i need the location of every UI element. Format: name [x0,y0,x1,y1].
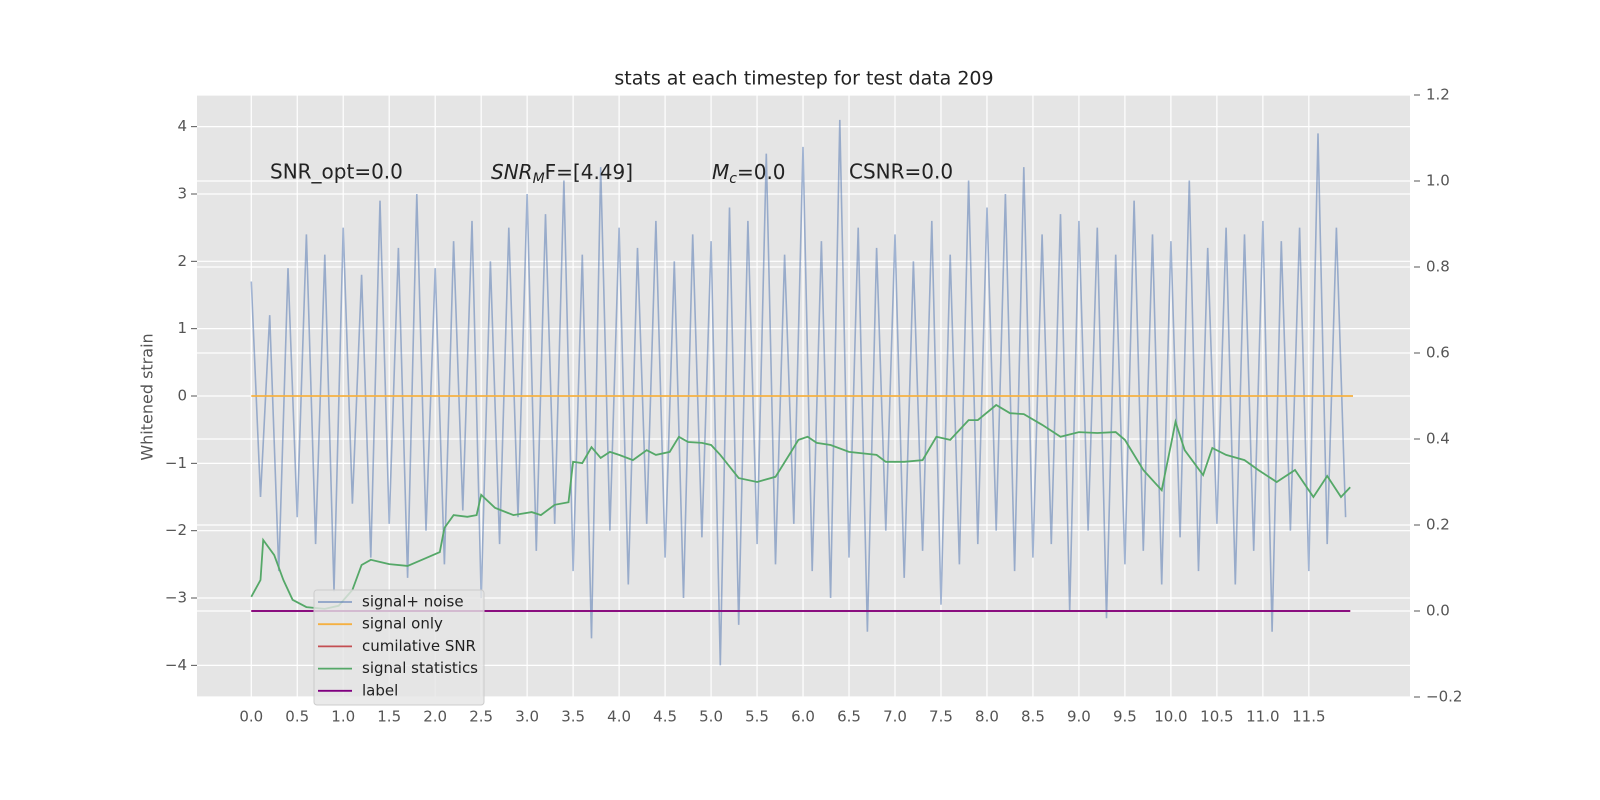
legend-box [313,589,485,706]
x-tick-label: 6.0 [791,708,815,726]
x-tick-label: 8.0 [975,708,999,726]
y2-tick-label: 0.8 [1426,258,1450,276]
legend-label: cumilative SNR [362,637,476,655]
y2-tick-label: −0.2 [1426,688,1462,706]
x-tick-label: 2.0 [423,708,447,726]
y2-tick-label: 1.0 [1426,172,1450,190]
annotation-part: SNR [491,160,533,184]
x-tick-label: 11.5 [1292,708,1325,726]
x-tick-label: 9.0 [1067,708,1091,726]
series-line [250,403,1351,610]
x-tick-label: 4.5 [653,708,677,726]
annotation: SNRMF=[4.49] [491,160,633,188]
y-tick-label: 1 [177,319,187,337]
x-tick-label: 7.0 [883,708,907,726]
legend-label: signal+ noise [362,593,464,611]
x-tick-label: 5.0 [699,708,723,726]
annotation-part: =0.0 [737,160,786,184]
x-tick-label: 3.5 [561,708,585,726]
x-tick-label: 10.5 [1200,708,1233,726]
series-line [250,119,1347,666]
y2-tick-label: 0.4 [1426,430,1450,448]
y2-tick-label: 0.6 [1426,344,1450,362]
x-tick-label: 1.0 [331,708,355,726]
annotation-part: M [533,171,545,187]
annotation-part: M [712,160,729,184]
x-tick-label: 3.0 [515,708,539,726]
x-tick-label: 7.5 [929,708,953,726]
x-tick-label: 8.5 [1021,708,1045,726]
y-tick-label: 3 [177,184,187,202]
y-tick-label: 0 [177,387,187,405]
legend-label: signal only [362,615,443,633]
x-tick-label: 2.5 [469,708,493,726]
legend-label: label [362,681,398,699]
x-tick-label: 1.5 [377,708,401,726]
x-tick-label: 10.0 [1154,708,1187,726]
x-tick-label: 0.0 [239,708,263,726]
annotation: Mc=0.0 [712,160,786,188]
y-tick-label: 4 [177,117,187,135]
x-tick-label: 0.5 [285,708,309,726]
y2-tick-label: 0.2 [1426,516,1450,534]
y-tick-label: −4 [165,656,187,674]
y-axis-label: Whitened strain [138,333,157,460]
annotation: SNR_opt=0.0 [270,160,403,184]
y2-tick-label: 0.0 [1426,602,1450,620]
legend-label: signal statistics [362,659,478,677]
y-tick-label: 2 [177,252,187,270]
y-tick-label: −3 [165,589,187,607]
x-tick-label: 6.5 [837,708,861,726]
x-tick-label: 11.0 [1246,708,1279,726]
y2-tick-label: 1.2 [1426,86,1450,104]
x-tick-label: 4.0 [607,708,631,726]
x-tick-label: 9.5 [1113,708,1137,726]
annotation-part: c [729,171,737,187]
y-tick-label: −1 [165,454,187,472]
annotation-part: F=[4.49] [545,160,633,184]
y-tick-label: −2 [165,521,187,539]
chart-title: stats at each timestep for test data 209 [614,68,993,90]
annotation: CSNR=0.0 [849,160,953,184]
x-tick-label: 5.5 [745,708,769,726]
